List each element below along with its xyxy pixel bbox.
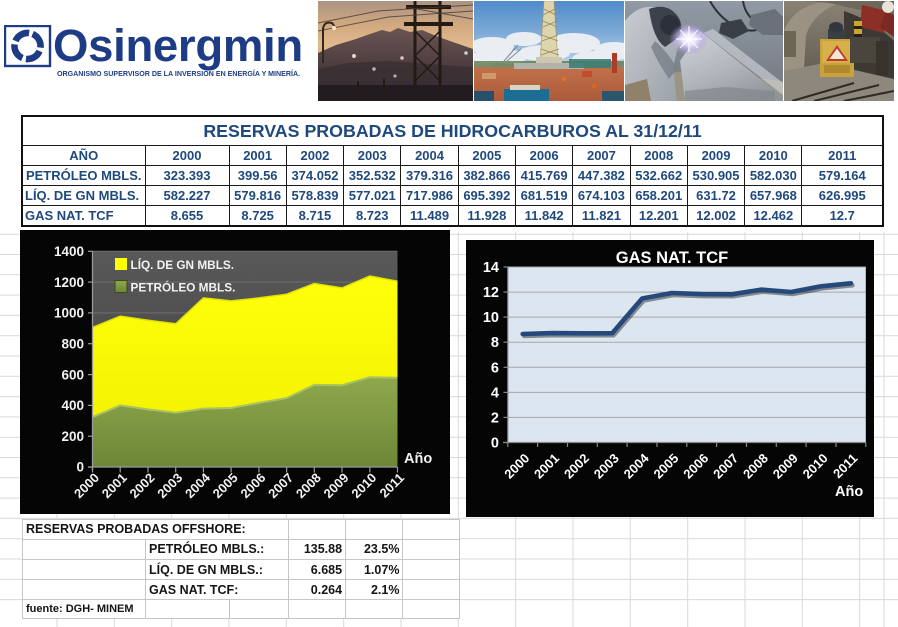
svg-text:600: 600 (61, 367, 84, 382)
svg-text:2: 2 (490, 410, 498, 426)
svg-text:10: 10 (482, 310, 498, 326)
svg-text:6: 6 (490, 360, 498, 376)
svg-text:1200: 1200 (54, 275, 84, 290)
svg-text:4: 4 (490, 385, 498, 401)
svg-text:1000: 1000 (54, 306, 84, 321)
svg-text:GAS NAT. TCF: GAS NAT. TCF (615, 249, 727, 267)
svg-text:LÍQ. DE GN MBLS.: LÍQ. DE GN MBLS. (131, 258, 235, 272)
svg-text:0: 0 (76, 460, 84, 475)
svg-text:PETRÓLEO MBLS.: PETRÓLEO MBLS. (131, 281, 236, 295)
svg-text:400: 400 (61, 398, 84, 413)
svg-text:Año: Año (404, 451, 432, 467)
svg-text:1400: 1400 (54, 244, 84, 259)
svg-text:14: 14 (482, 260, 498, 276)
svg-text:0: 0 (490, 435, 498, 451)
svg-text:200: 200 (61, 429, 84, 444)
svg-text:800: 800 (61, 336, 84, 351)
svg-text:Año: Año (835, 484, 863, 500)
svg-text:8: 8 (490, 335, 498, 351)
svg-text:12: 12 (482, 285, 498, 301)
